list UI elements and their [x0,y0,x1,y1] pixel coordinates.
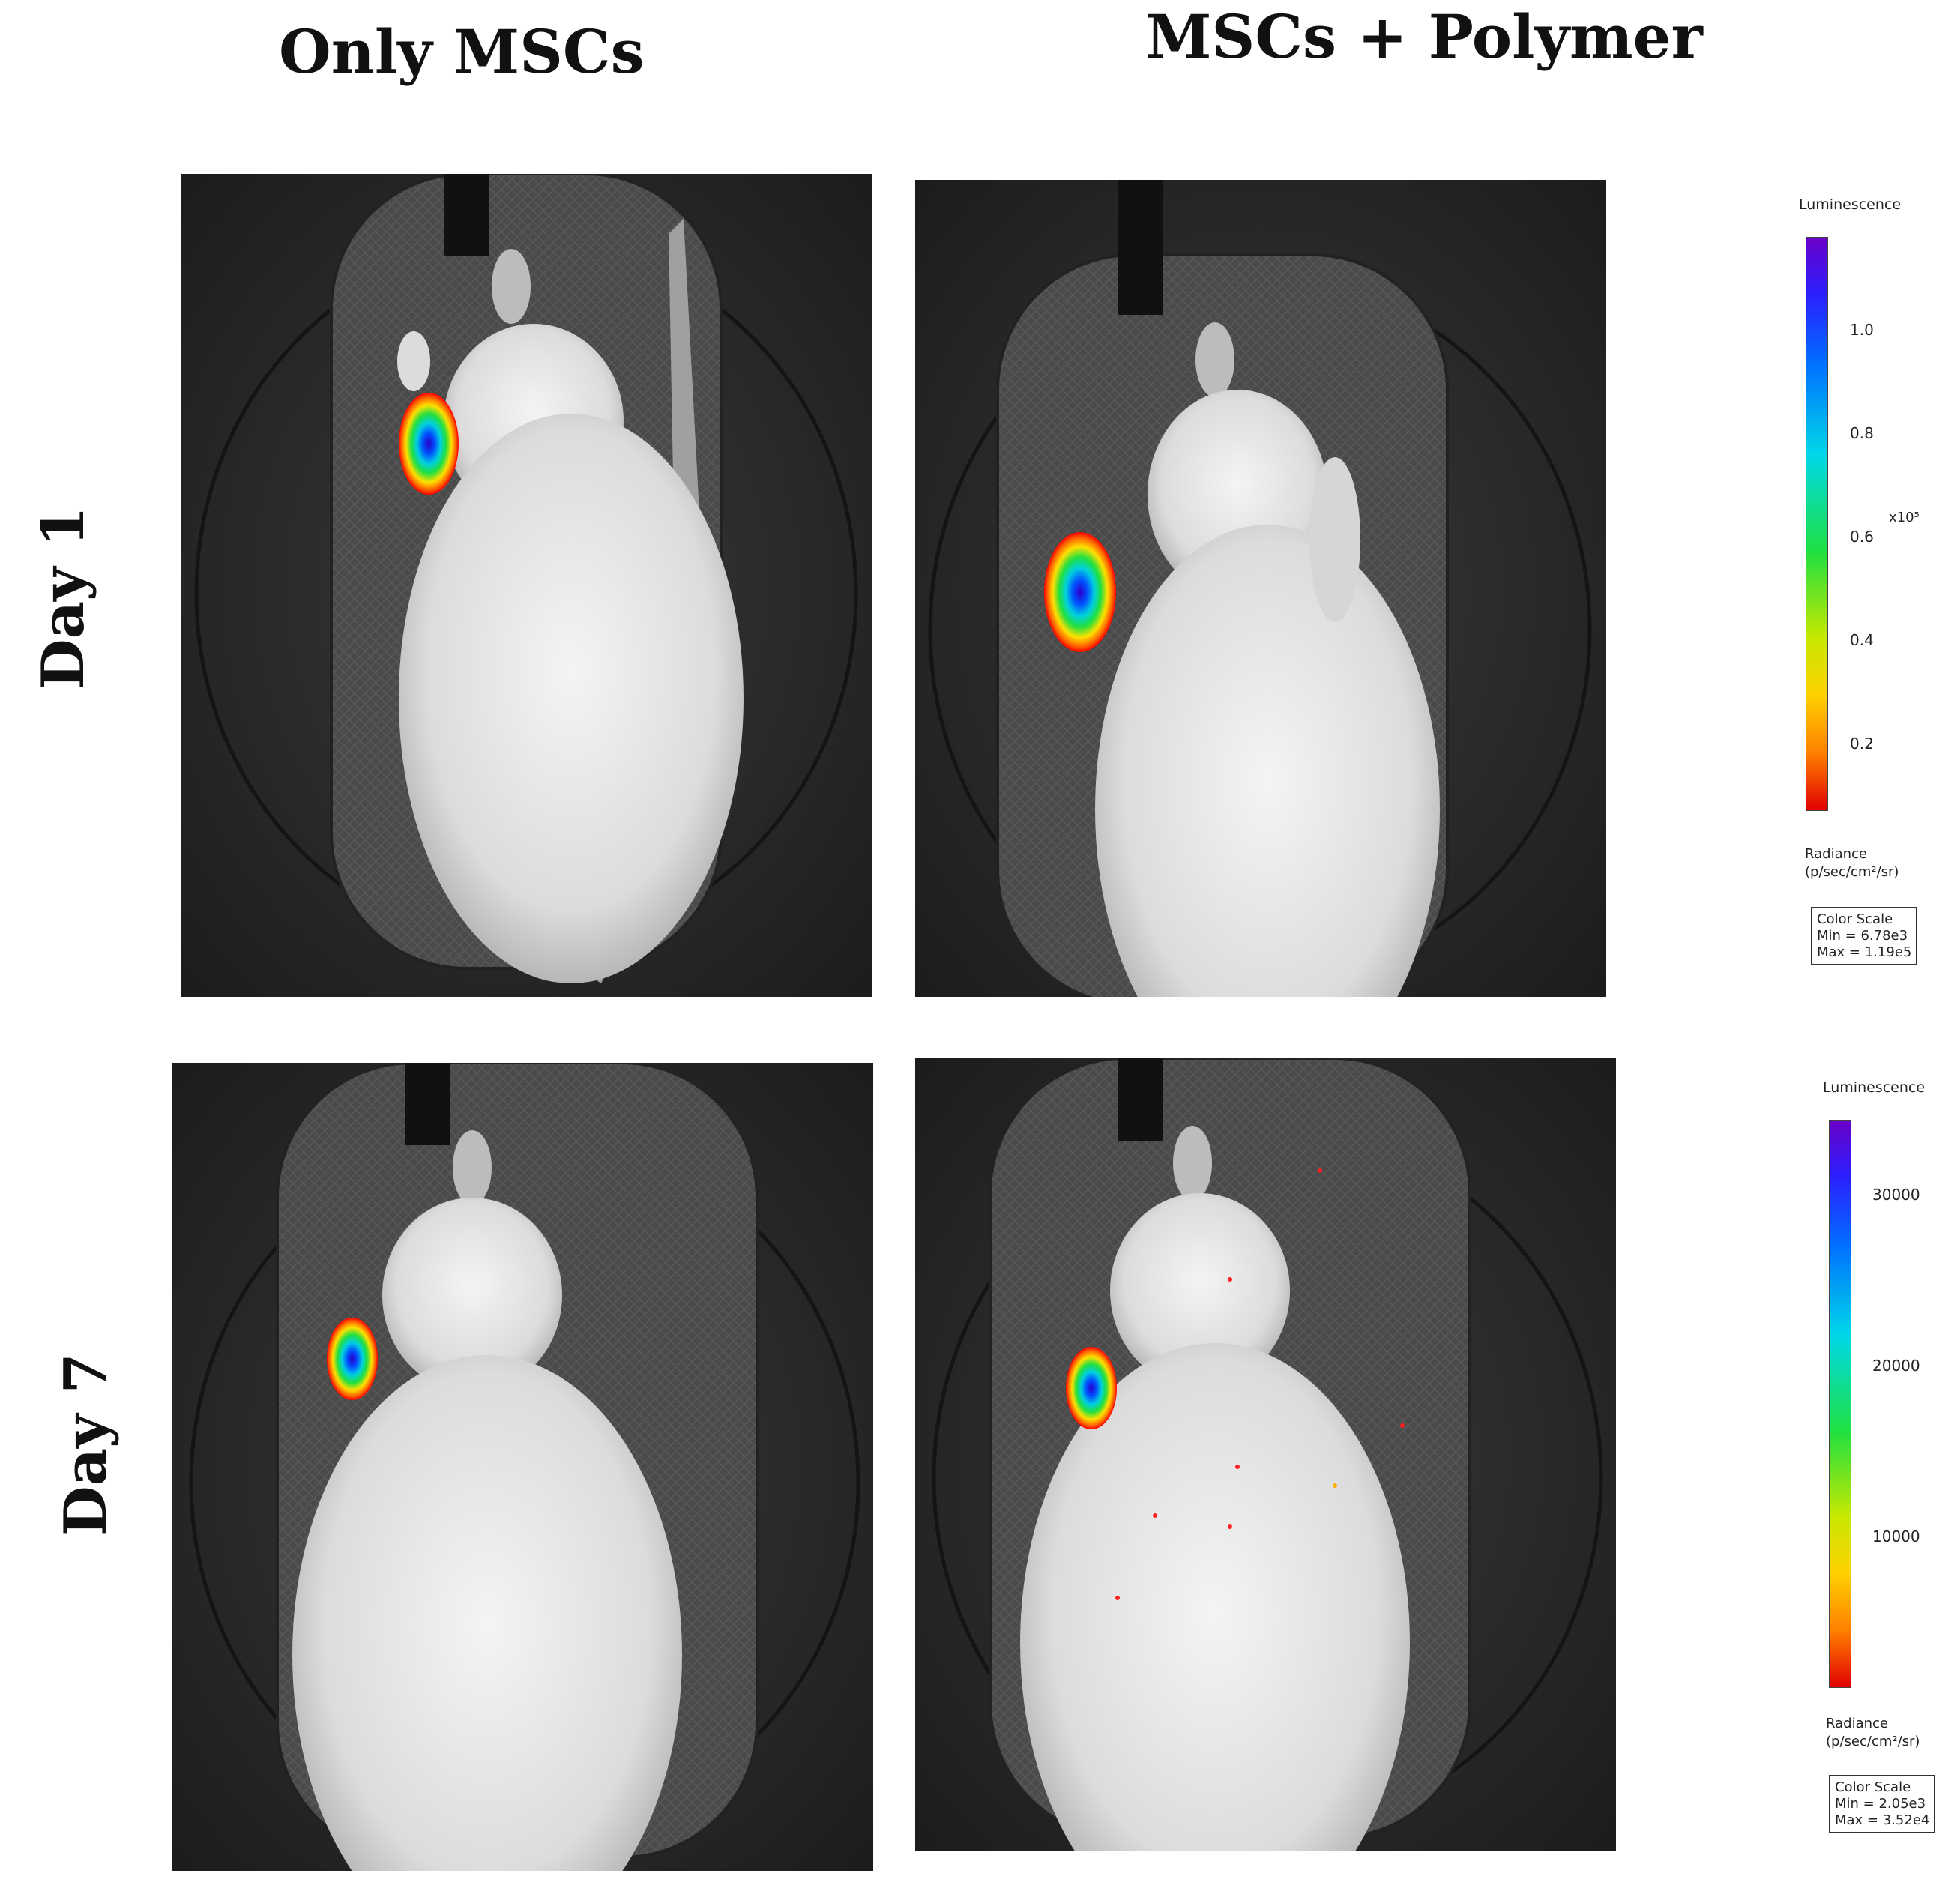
radiance-line: Radiance [1826,1716,1888,1731]
row-title-day-7: Day 7 [52,1353,120,1536]
colorscale-day7-minmax-box: Color Scale Min = 2.05e3 Max = 3.52e4 [1829,1775,1936,1833]
radiance-units: (p/sec/cm²/sr) [1826,1734,1920,1749]
box-max: Max = 3.52e4 [1835,1812,1930,1828]
colorscale-day1-radiance-label: Radiance (p/sec/cm²/sr) [1805,845,1899,881]
colorscale-day1-tick: 0.8 [1850,424,1874,442]
colorscale-day7-radiance-label: Radiance (p/sec/cm²/sr) [1826,1715,1920,1751]
radiance-units: (p/sec/cm²/sr) [1805,864,1899,880]
colorscale-day7-tick: 10000 [1872,1527,1920,1545]
box-max: Max = 1.19e5 [1817,944,1912,960]
rat-image-day1-mscs-polymer [915,180,1606,997]
colorscale-day1-tick: 0.6 [1850,528,1874,546]
colorscale-day1-exponent: x10⁵ [1889,510,1920,525]
luminescence-spot [399,393,459,495]
column-title-mscs-polymer: MSCs + Polymer [1145,1,1703,72]
luminescence-spot [1044,532,1116,652]
colorscale-day7-tick: 20000 [1872,1357,1920,1375]
colorscale-day1-title: Luminescence [1799,196,1902,213]
box-min: Min = 6.78e3 [1817,928,1908,944]
box-title: Color Scale [1817,911,1893,927]
colorscale-day1-bar [1806,237,1828,811]
colorscale-day1-tick: 1.0 [1850,321,1874,339]
luminescence-spot [1066,1347,1117,1429]
rat-image-day7-mscs-polymer [915,1058,1616,1851]
row-title-day-1: Day 1 [29,506,97,690]
colorscale-day1-tick: 0.2 [1850,735,1874,753]
colorscale-day7-bar [1829,1120,1851,1688]
column-title-only-mscs: Only MSCs [279,16,645,87]
box-title: Color Scale [1835,1779,1911,1795]
rat-image-day7-only-mscs [172,1063,873,1871]
luminescence-spot [327,1318,378,1400]
colorscale-day7-tick: 30000 [1872,1186,1920,1204]
colorscale-day1-minmax-box: Color Scale Min = 6.78e3 Max = 1.19e5 [1811,907,1918,965]
panel-day1-only-mscs [181,174,872,997]
panel-day7-only-mscs [172,1063,873,1871]
colorscale-day1-tick: 0.4 [1850,631,1874,649]
colorscale-day7-title: Luminescence [1823,1079,1926,1096]
box-min: Min = 2.05e3 [1835,1796,1926,1812]
rat-image-day1-only-mscs [181,174,872,997]
radiance-line: Radiance [1805,846,1867,862]
panel-day7-mscs-polymer [915,1058,1616,1851]
panel-day1-mscs-polymer [915,180,1606,997]
